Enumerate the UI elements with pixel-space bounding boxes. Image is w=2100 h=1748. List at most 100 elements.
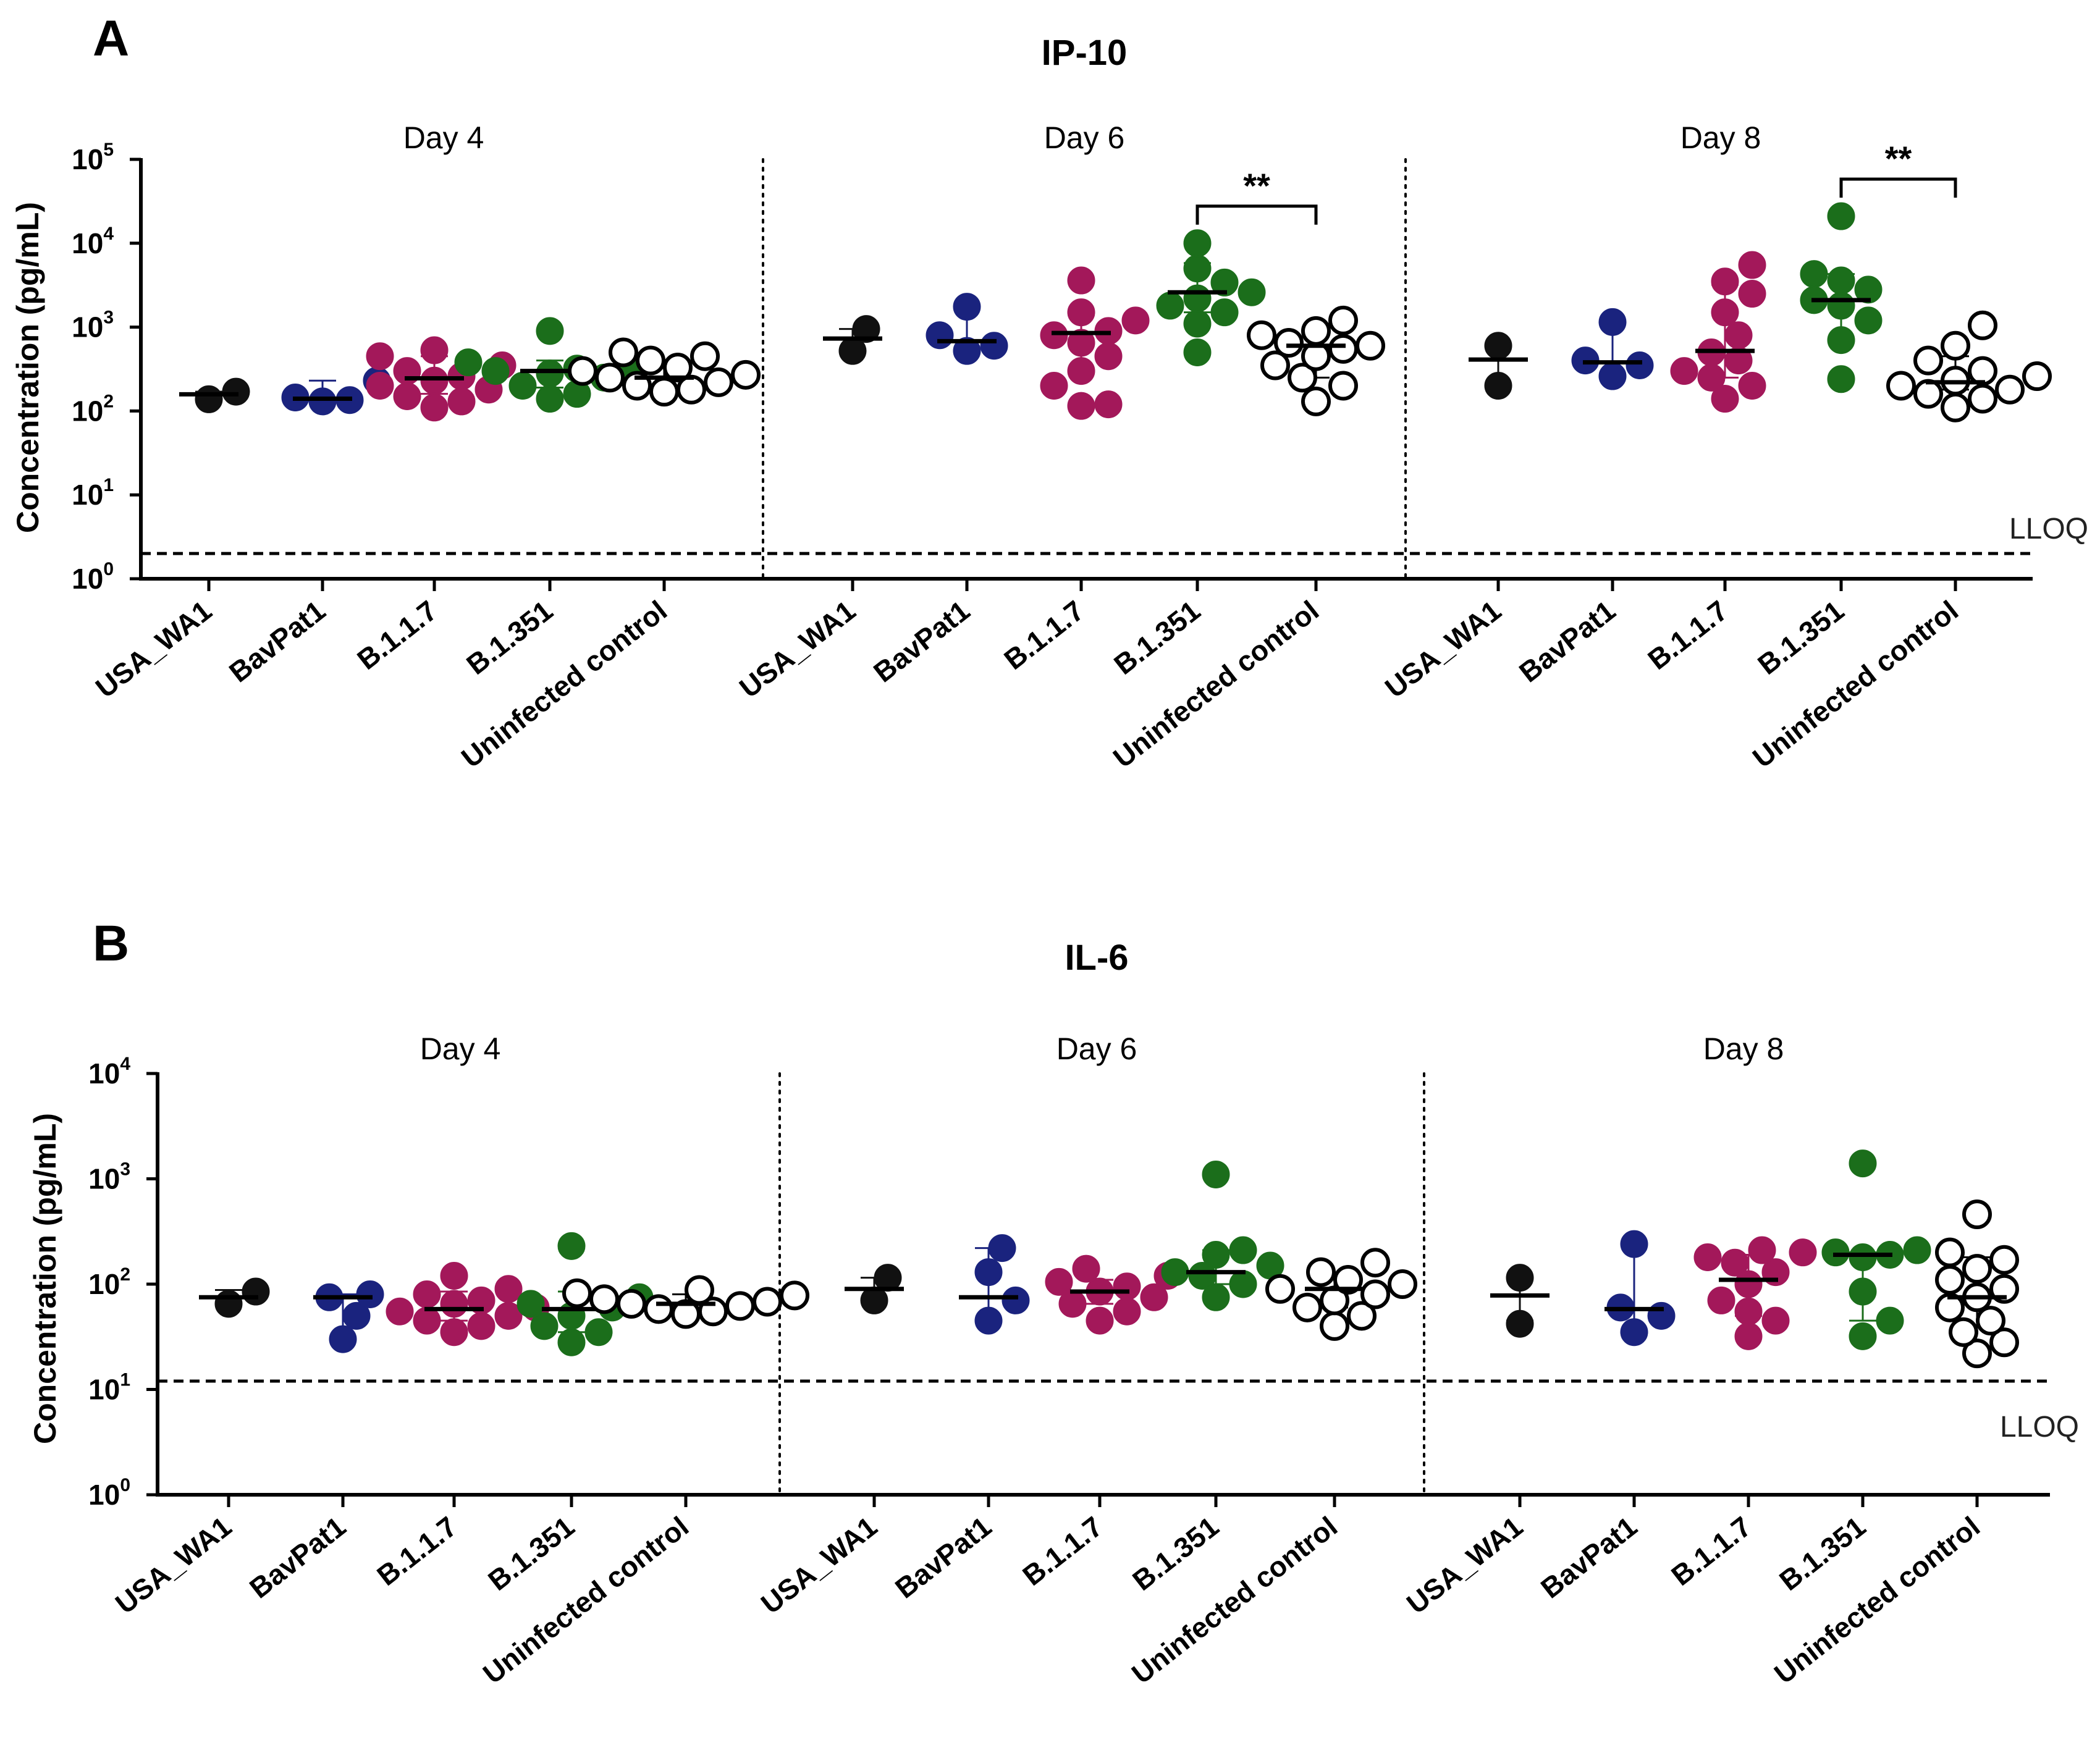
panel-b-day-8-uninfected-control-point [1989,1327,2019,1358]
panel-a-day-8-b-1-1-7-point [1738,251,1766,279]
panel-a-day-6-b-1-351-point [1210,268,1239,296]
panel-a-day-label-day-8: Day 8 [1680,120,1761,155]
panel-a-day-6-uninfected-control-point [1274,328,1304,358]
panel-a-day-8-bavpat1-point [1626,351,1654,380]
panel-b-day-6-b-1-351-point [1229,1236,1257,1264]
panel-a-x-tick-label: BavPat1 [223,594,331,689]
panel-b-x-tick-label: USA_WA1 [1401,1510,1529,1620]
panel-b-day-6-uninfected-control-point [1360,1248,1390,1278]
panel-b-day-8-uninfected-control-point [1962,1254,1992,1284]
panel-b-day-6-uninfected-control-point [1360,1279,1390,1309]
panel-b-day-label-day-8: Day 8 [1703,1032,1784,1066]
panel-b-day-8-b-1-1-7-point [1721,1248,1749,1277]
panel-a-day-4-usa-wa1-point [222,377,250,406]
panel-a-x-tick-label: Uninfected control [1747,594,1964,774]
panel-a-day-8-b-1-1-7-point [1738,372,1766,400]
panel-b-day-8-b-1-1-7-point [1748,1236,1776,1264]
panel-b-day-6-b-1-351-point [1161,1258,1189,1287]
panel-a-x-tick-label: Uninfected control [455,594,673,774]
panel-a-day-label-day-4: Day 4 [403,120,484,155]
panel-a-day-8-b-1-351-point [1827,326,1855,355]
panel-b-y-tick-label: 102 [88,1264,130,1300]
panel-b-day-6-usa-wa1-point [860,1286,888,1314]
panel-a-day-4-usa-wa1-point [195,385,223,413]
panel-b-day-6-b-1-351-point [1188,1261,1217,1290]
panel-a-day-4-b-1-351-point [536,317,564,345]
panel-b-day-8-uninfected-control-point [1962,1338,1992,1369]
panel-a-x-tick-label: B.1.1.7 [998,594,1090,676]
panel-a-x-tick-label: B.1.351 [1108,594,1206,681]
panel-a-day-6-b-1-351-point [1183,254,1212,283]
panel-b-day-4-uninfected-control-point [589,1284,619,1314]
panel-a-day-8-b-1-1-7-point [1711,267,1739,296]
panel-b-day-4-b-1-351-point [557,1328,586,1356]
panel-b-day-4-uninfected-control-point [780,1280,809,1311]
panel-b-day-6-uninfected-control-point [1292,1292,1322,1322]
panel-b-y-tick-label: 103 [88,1159,130,1195]
panel-a-day-8-b-1-1-7-point [1711,298,1739,327]
panel-a-day-4-uninfected-control-point [663,352,693,382]
panel-a-day-8-uninfected-control-point [1886,371,1916,401]
panel-b-day-4-b-1-1-7-point [494,1275,523,1303]
panel-b-day-8-bavpat1-point [1620,1318,1648,1347]
panel-b-day-6-b-1-1-7-point [1140,1283,1168,1311]
panel-a-day-4-b-1-351-point [536,359,564,388]
panel-a-day-4-uninfected-control-point [568,356,597,386]
panel-b-day-6-b-1-1-7-point [1045,1267,1073,1296]
panel-a-day-6-b-1-1-7-point [1040,321,1068,350]
panel-b-day-4-bavpat1-point [342,1301,371,1330]
panel-a-day-8-b-1-1-7-point [1724,321,1753,350]
panel-b-day-6-uninfected-control-point [1388,1269,1417,1299]
panel-b-day-8-bavpat1-point [1647,1301,1676,1330]
panel-b-day-6-b-1-1-7-point [1086,1306,1114,1335]
panel-b-x-tick-label: Uninfected control [1126,1510,1343,1690]
panel-b-day-4-b-1-1-7-point [386,1297,414,1326]
panel-a-day-6-b-1-1-7-point [1094,390,1123,419]
panel-a-day-8-b-1-351-point [1854,306,1883,335]
panel-b-day-4-b-1-1-7-point [413,1280,441,1309]
panel-letter-b: B [93,915,129,972]
panel-b-day-8-b-1-351-point [1903,1236,1931,1264]
panel-b-day-8-b-1-1-7-point [1693,1243,1722,1271]
panel-b-day-4-bavpat1-point [329,1325,357,1353]
panel-a-day-4-uninfected-control-point [731,359,761,390]
panel-b-day-6-uninfected-control-point [1306,1257,1336,1287]
panel-a-y-tick-label: 102 [72,391,114,427]
panel-a-day-4-uninfected-control-point [636,345,665,376]
panel-a-day-4-b-1-1-7-point [420,366,449,395]
panel-b-day-4-uninfected-control-point [617,1288,646,1319]
panel-a-significance-label: ** [1885,139,1912,178]
panel-b-day-4-b-1-1-7-point [440,1290,468,1318]
panel-b-day-8-b-1-351-point [1849,1149,1877,1178]
panel-a-day-8-b-1-1-7-point [1670,357,1698,385]
panel-b-day-4-uninfected-control-point [725,1291,755,1321]
panel-a-day-6-b-1-1-7-point [1067,392,1095,420]
panel-b-day-4-uninfected-control-point [753,1287,782,1317]
panel-b-day-6-b-1-1-7-point [1113,1297,1141,1326]
panel-b-day-6-bavpat1-point [988,1234,1016,1263]
panel-a-day-6-b-1-1-7-point [1067,329,1095,357]
panel-b-day-4-b-1-1-7-point [494,1301,523,1330]
panel-b-day-8-bavpat1-point [1620,1230,1648,1258]
panel-a-day-8-uninfected-control-point [1995,374,2025,405]
panel-b-x-tick-label: BavPat1 [1535,1510,1643,1605]
panel-b-day-6-b-1-351-point [1202,1240,1230,1269]
panel-b-day-6-bavpat1-point [1002,1286,1030,1314]
panel-a-day-8-b-1-1-7-point [1738,280,1766,308]
panel-a-day-4-b-1-1-7-point [447,387,476,416]
panel-a-day-4-b-1-1-7-point [366,372,394,400]
panel-a-x-tick-label: B.1.1.7 [1642,594,1734,676]
panel-a-day-6-b-1-1-7-point [1067,298,1095,327]
panel-a-day-6-usa-wa1-point [852,315,880,343]
panel-a-day-6-b-1-1-7-point [1094,342,1123,371]
panel-a-day-4-b-1-351-point [481,357,510,385]
panel-b-day-4-uninfected-control-point [562,1278,592,1308]
panel-b-day-6-uninfected-control-point [1265,1274,1295,1304]
panel-letter-a: A [93,11,129,67]
panel-b-x-tick-label: B.1.351 [1126,1510,1225,1597]
panel-a-day-6-uninfected-control-point [1260,350,1290,380]
panel-b-x-tick-label: Uninfected control [477,1510,694,1690]
panel-b-lloq-label: LLOQ [2000,1411,2079,1443]
